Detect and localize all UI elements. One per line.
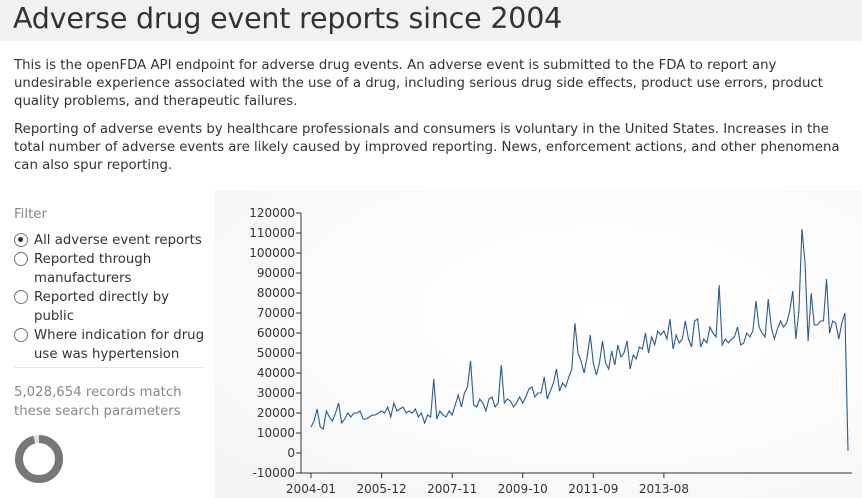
x-tick-label: 2005-12 xyxy=(357,482,407,496)
filter-option-label: All adverse event reports xyxy=(34,233,202,248)
y-tick-label: 70000 xyxy=(257,306,295,320)
filter-option-label: Where indication for drug use was hypert… xyxy=(34,328,205,362)
x-tick-label: 2009-10 xyxy=(498,482,548,496)
x-tick-label: 2013-08 xyxy=(639,482,689,496)
radio-button-icon[interactable] xyxy=(14,233,28,247)
y-tick-label: 100000 xyxy=(249,246,295,260)
y-tick-label: 120000 xyxy=(249,206,295,220)
filter-panel: Filter All adverse event reports Reporte… xyxy=(14,207,206,364)
intro-paragraph-2: Reporting of adverse events by healthcar… xyxy=(14,122,840,173)
y-tick-label: 0 xyxy=(287,446,295,460)
y-tick-label: 110000 xyxy=(249,226,295,240)
y-tick-label: 50000 xyxy=(257,346,295,360)
filter-options: All adverse event reports Reported throu… xyxy=(14,231,206,364)
x-tick-label: 2004-01 xyxy=(286,482,336,496)
filter-option-label: Reported directly by public xyxy=(34,290,170,324)
radio-button-icon[interactable] xyxy=(14,252,28,266)
y-tick-label: 80000 xyxy=(257,286,295,300)
sidebar-divider xyxy=(14,367,204,368)
donut-fill xyxy=(15,435,63,483)
x-axis: 2004-01 2005-12 2007-11 2009-10 2011-09 2013-… xyxy=(286,472,852,496)
y-tick-label: 90000 xyxy=(257,266,295,280)
page-header: Adverse drug event reports since 2004 xyxy=(0,0,862,41)
filter-option-manufacturers[interactable]: Reported through manufacturers xyxy=(14,250,206,288)
x-tick-label: 2011-09 xyxy=(568,482,618,496)
filter-option-label: Reported through manufacturers xyxy=(34,252,152,286)
y-tick-label: -10000 xyxy=(252,466,295,480)
x-tick-label: 2007-11 xyxy=(427,482,477,496)
y-tick-label: 40000 xyxy=(257,366,295,380)
filter-option-hypertension[interactable]: Where indication for drug use was hypert… xyxy=(14,326,206,364)
y-axis: -10000 0 10000 20000 30000 40000 50000 60000 700… xyxy=(249,206,302,480)
chart-background xyxy=(215,190,862,498)
y-tick-label: 60000 xyxy=(257,326,295,340)
radio-button-icon[interactable] xyxy=(14,328,28,342)
page-title: Adverse drug event reports since 2004 xyxy=(13,2,563,35)
filter-option-public[interactable]: Reported directly by public xyxy=(14,288,206,326)
records-count: 5,028,654 records match these search par… xyxy=(14,385,182,419)
records-donut-icon xyxy=(15,435,63,483)
intro-paragraph-1: This is the openFDA API endpoint for adv… xyxy=(14,58,823,109)
y-tick-label: 20000 xyxy=(257,406,295,420)
radio-button-icon[interactable] xyxy=(14,290,28,304)
filter-option-all[interactable]: All adverse event reports xyxy=(14,231,206,250)
filter-label: Filter xyxy=(14,207,47,222)
y-tick-label: 30000 xyxy=(257,386,295,400)
series-line xyxy=(310,228,849,452)
y-tick-label: 10000 xyxy=(257,426,295,440)
